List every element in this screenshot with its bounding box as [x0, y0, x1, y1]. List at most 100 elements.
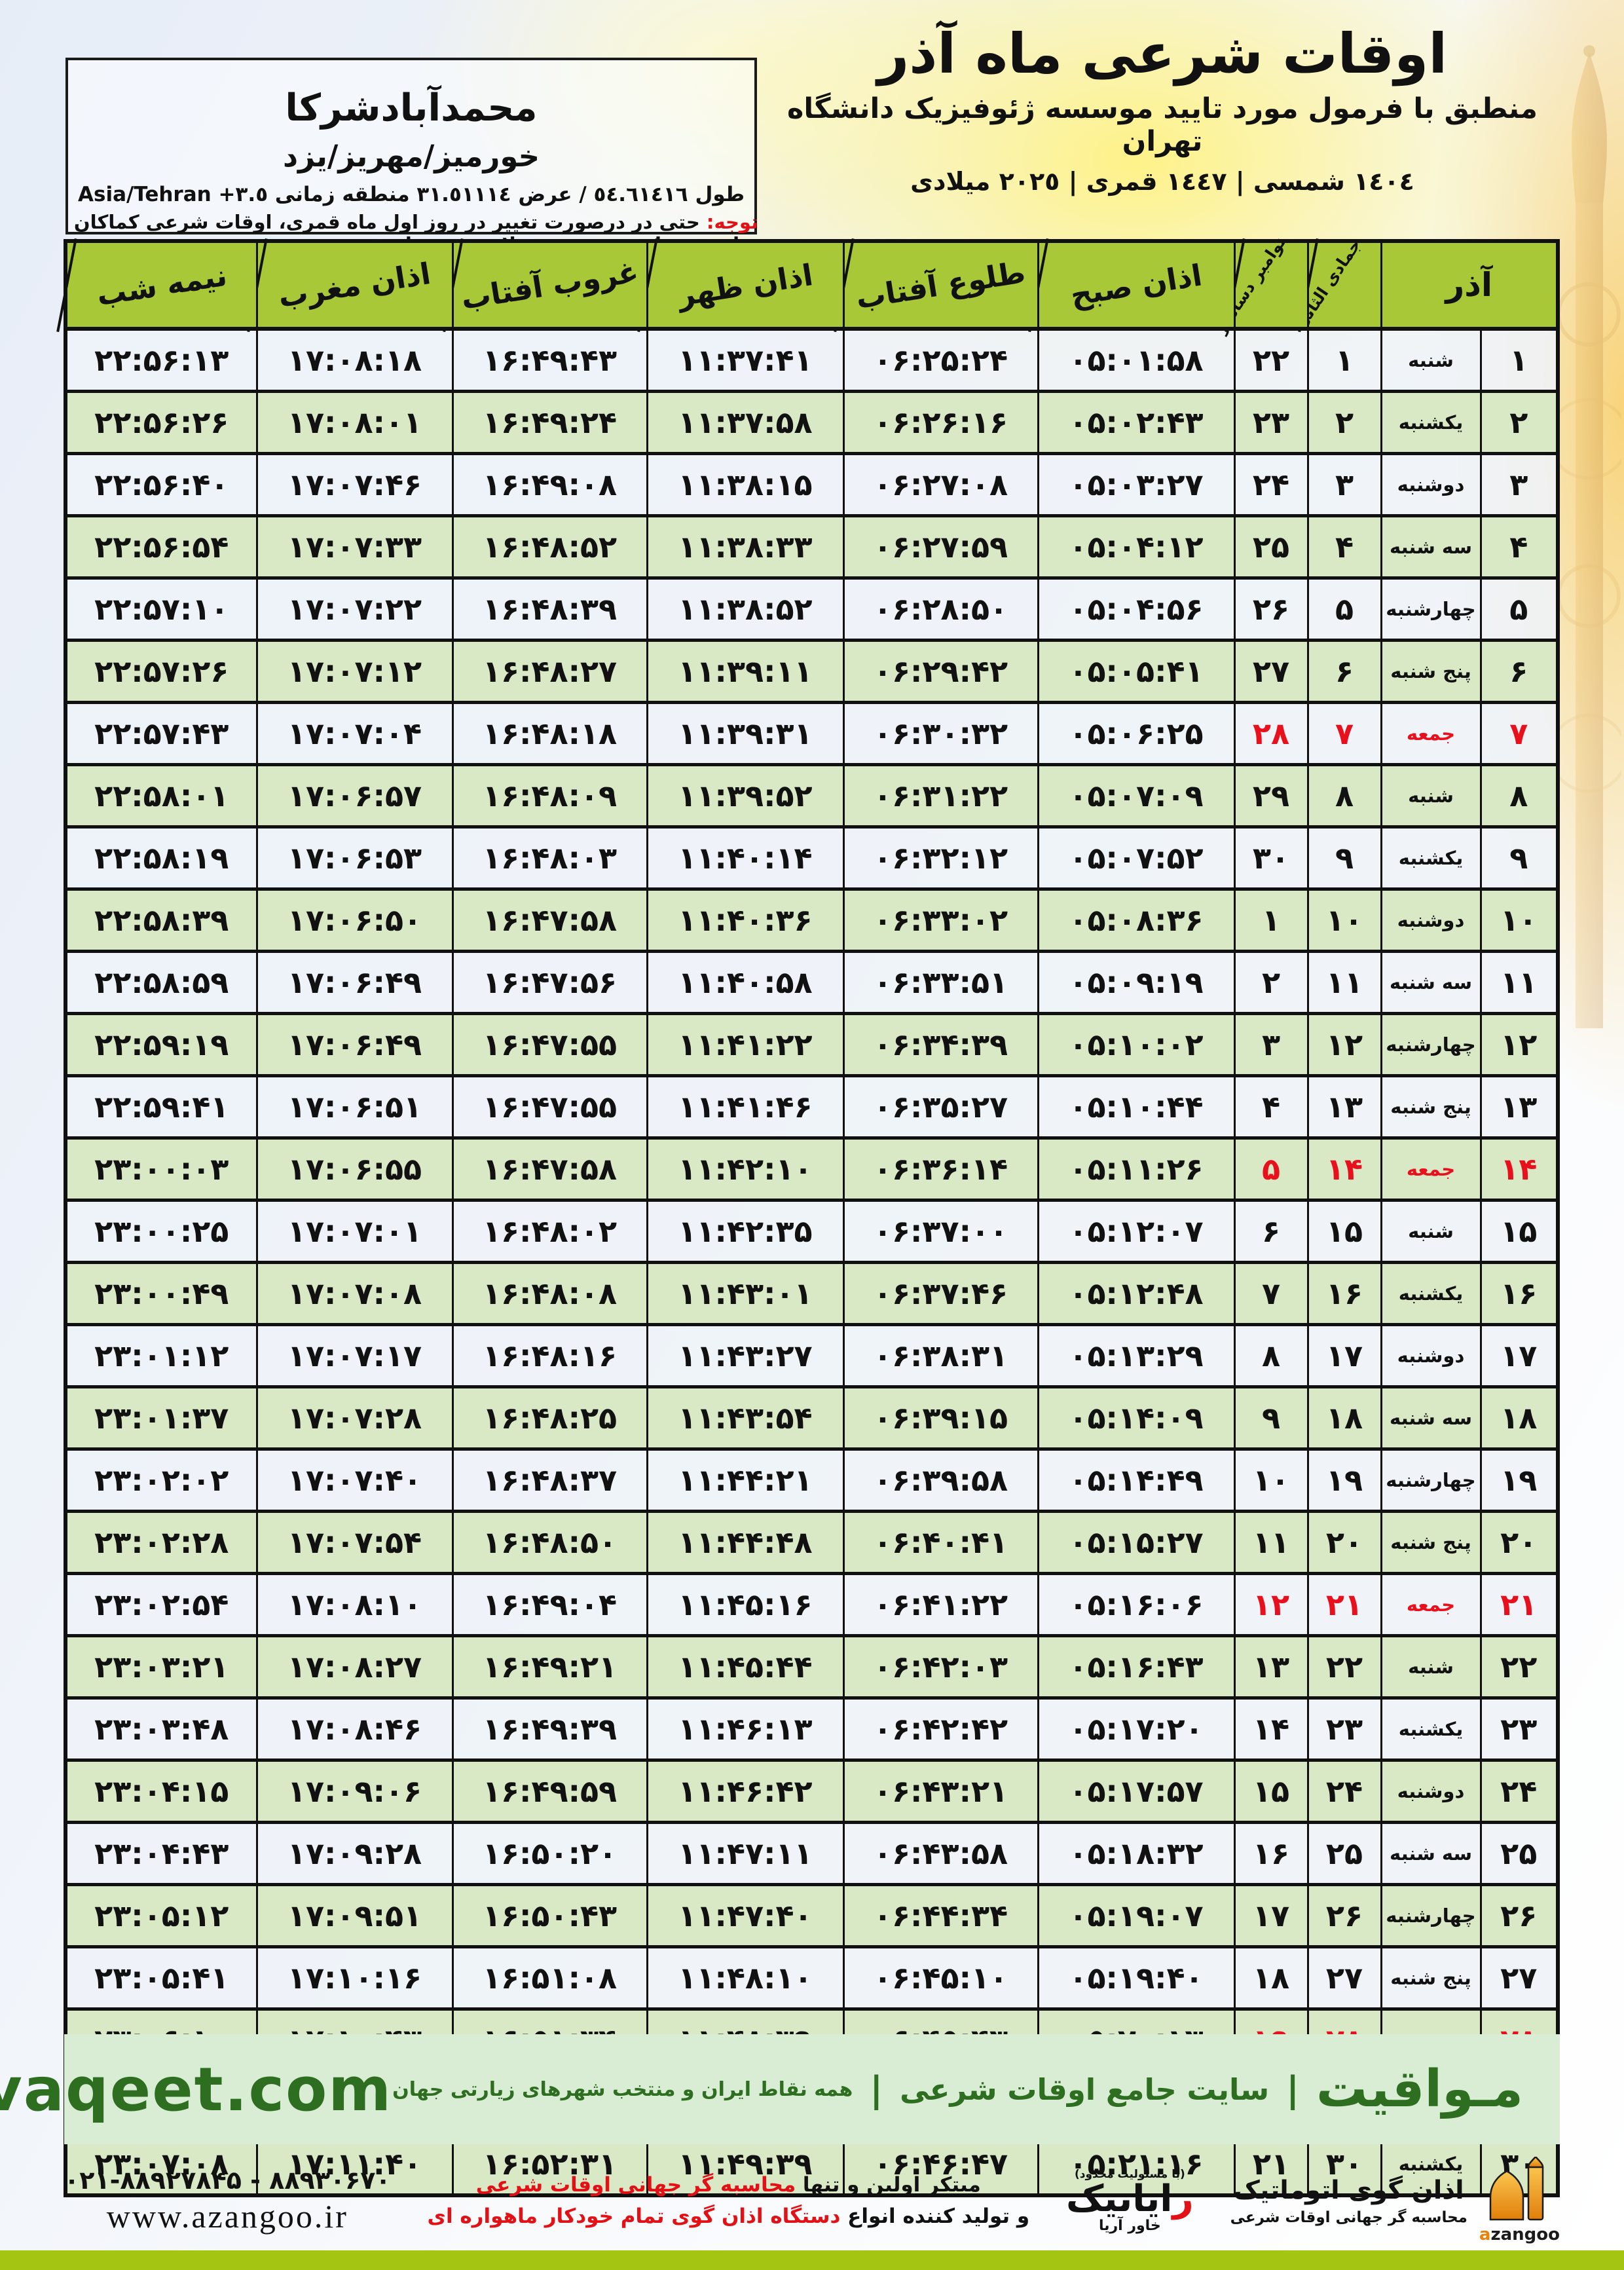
azangoo-dome-icon: [1490, 2157, 1544, 2221]
cell-sunset-time: ۱۶:۴۹:۵۹: [451, 1758, 648, 1824]
cell-sunrise-time: ۰۶:۴۵:۱۰: [842, 1944, 1039, 2011]
table-row: ۴ سه شنبه ۴ ۲۵ ۰۵:۰۴:۱۲ ۰۶:۲۷:۵۹ ۱۱:۳۸:۳…: [64, 513, 1559, 580]
cell-fajr-time: ۰۵:۱۱:۲۶: [1037, 1136, 1236, 1202]
cell-fajr-time: ۰۵:۰۹:۱۹: [1037, 949, 1236, 1015]
cell-hijri-day: ۱۵: [1306, 1198, 1382, 1264]
cell-azar-day: ۱: [1479, 327, 1559, 393]
cell-dhuhr-time: ۱۱:۳۸:۵۲: [646, 576, 845, 642]
cell-midnight-time: ۲۳:۰۰:۰۳: [64, 1136, 258, 1202]
cell-sunrise-time: ۰۶:۳۳:۰۲: [842, 887, 1039, 953]
cell-dhuhr-time: ۱۱:۴۰:۳۶: [646, 887, 845, 953]
cell-azar-day: ۵: [1479, 576, 1559, 642]
table-row: ۱۵ شنبه ۱۵ ۶ ۰۵:۱۲:۰۷ ۰۶:۳۷:۰۰ ۱۱:۴۲:۳۵ …: [64, 1198, 1559, 1264]
cell-weekday: سه شنبه: [1380, 513, 1482, 580]
cell-weekday: سه شنبه: [1380, 949, 1482, 1015]
location-box: محمدآبادشرکا خورمیز/مهریز/یزد طول ٥٤.٦١٤…: [65, 58, 757, 234]
cell-sunrise-time: ۰۶:۴۳:۲۱: [842, 1758, 1039, 1824]
cell-dhuhr-time: ۱۱:۴۳:۵۴: [646, 1385, 845, 1451]
cell-weekday: پنج شنبه: [1380, 1509, 1482, 1575]
cell-dhuhr-time: ۱۱:۳۹:۱۱: [646, 638, 845, 704]
cell-sunset-time: ۱۶:۴۷:۵۶: [451, 949, 648, 1015]
table-row: ۱۹ چهارشنبه ۱۹ ۱۰ ۰۵:۱۴:۴۹ ۰۶:۳۹:۵۸ ۱۱:۴…: [64, 1447, 1559, 1513]
azangoo-subtitle: محاسبه گر جهانی اوقات شرعی: [1230, 2208, 1467, 2226]
cell-midnight-time: ۲۳:۰۱:۳۷: [64, 1385, 258, 1451]
cell-azar-day: ۲۳: [1479, 1696, 1559, 1762]
cell-sunset-time: ۱۶:۴۷:۵۵: [451, 1011, 648, 1077]
cell-midnight-time: ۲۳:۰۵:۱۲: [64, 1882, 258, 1948]
cell-maghrib-time: ۱۷:۰۹:۵۱: [255, 1882, 454, 1948]
cell-fajr-time: ۰۵:۰۴:۵۶: [1037, 576, 1236, 642]
bottom-strip: azangoo اذان گوی اتوماتیک محاسبه گر جهان…: [64, 2152, 1560, 2249]
cell-azar-day: ۲۰: [1479, 1509, 1559, 1575]
col-header-hijri: جمادی الثانی: [1290, 236, 1382, 333]
cell-sunrise-time: ۰۶:۳۷:۰۰: [842, 1198, 1039, 1264]
contact-block: ۰۲۱-۸۸۹۲۷۸۴۵ - ۸۸۹۳۰۶۷۰ www.azangoo.ir: [64, 2166, 391, 2235]
cell-dhuhr-time: ۱۱:۳۹:۵۲: [646, 762, 845, 828]
table-row: ۲۵ سه شنبه ۲۵ ۱۶ ۰۵:۱۸:۳۲ ۰۶:۴۳:۵۸ ۱۱:۴۷…: [64, 1820, 1559, 1886]
cell-dhuhr-time: ۱۱:۳۷:۵۸: [646, 389, 845, 455]
table-row: ۱۴ جمعه ۱۴ ۵ ۰۵:۱۱:۲۶ ۰۶:۳۶:۱۴ ۱۱:۴۲:۱۰ …: [64, 1136, 1559, 1202]
cell-weekday: دوشنبه: [1380, 1322, 1482, 1388]
separator: |: [1286, 2068, 1299, 2110]
cell-maghrib-time: ۱۷:۰۷:۰۸: [255, 1260, 454, 1326]
cell-sunrise-time: ۰۶:۳۹:۱۵: [842, 1385, 1039, 1451]
cell-hijri-day: ۵: [1306, 576, 1382, 642]
cell-weekday: شنبه: [1380, 1198, 1482, 1264]
cell-midnight-time: ۲۲:۵۸:۰۱: [64, 762, 258, 828]
col-header-maghrib: اذان مغرب: [255, 241, 454, 331]
cell-gregorian-day: ۲۵: [1233, 513, 1309, 580]
cell-azar-day: ۱۴: [1479, 1136, 1559, 1202]
cell-dhuhr-time: ۱۱:۴۷:۱۱: [646, 1820, 845, 1886]
cell-hijri-day: ۲۶: [1306, 1882, 1382, 1948]
page-subtitle: منطبق با فرمول مورد تایید موسسه ژئوفیزیک…: [787, 92, 1538, 158]
cell-maghrib-time: ۱۷:۰۷:۲۸: [255, 1385, 454, 1451]
cell-midnight-time: ۲۲:۵۹:۱۹: [64, 1011, 258, 1077]
cell-sunrise-time: ۰۶:۳۴:۳۹: [842, 1011, 1039, 1077]
cell-sunrise-time: ۰۶:۳۶:۱۴: [842, 1136, 1039, 1202]
cell-gregorian-day: ۲: [1233, 949, 1309, 1015]
cell-azar-day: ۷: [1479, 700, 1559, 766]
cell-sunrise-time: ۰۶:۳۳:۵۱: [842, 949, 1039, 1015]
cell-weekday: دوشنبه: [1380, 451, 1482, 517]
prayer-table-body: ۱ شنبه ۱ ۲۲ ۰۵:۰۱:۵۸ ۰۶:۲۵:۲۴ ۱۱:۳۷:۴۱ ۱…: [64, 327, 1559, 2197]
table-row: ۲۱ جمعه ۲۱ ۱۲ ۰۵:۱۶:۰۶ ۰۶:۴۱:۲۲ ۱۱:۴۵:۱۶…: [64, 1571, 1559, 1637]
cell-fajr-time: ۰۵:۱۵:۲۷: [1037, 1509, 1236, 1575]
cell-maghrib-time: ۱۷:۰۸:۱۰: [255, 1571, 454, 1637]
cell-midnight-time: ۲۳:۰۰:۲۵: [64, 1198, 258, 1264]
cell-dhuhr-time: ۱۱:۴۰:۱۴: [646, 825, 845, 891]
page-title: اوقات شرعی ماه آذر: [877, 22, 1448, 86]
cell-hijri-day: ۹: [1306, 825, 1382, 891]
cell-weekday: جمعه: [1380, 700, 1482, 766]
cell-sunset-time: ۱۶:۴۸:۰۳: [451, 825, 648, 891]
table-row: ۵ چهارشنبه ۵ ۲۶ ۰۵:۰۴:۵۶ ۰۶:۲۸:۵۰ ۱۱:۳۸:…: [64, 576, 1559, 642]
cell-hijri-day: ۱: [1306, 327, 1382, 393]
col-header-month: آذر: [1380, 241, 1559, 331]
mavaqeet-desc-secondary: همه نقاط ایران و منتخب شهرهای زیارتی جها…: [392, 2077, 853, 2101]
title-block: اوقات شرعی ماه آذر منطبق با فرمول مورد ت…: [747, 22, 1578, 196]
cell-weekday: پنج شنبه: [1380, 638, 1482, 704]
cell-weekday: شنبه: [1380, 1633, 1482, 1700]
cell-fajr-time: ۰۵:۰۸:۳۶: [1037, 887, 1236, 953]
cell-hijri-day: ۲: [1306, 389, 1382, 455]
cell-dhuhr-time: ۱۱:۴۱:۴۶: [646, 1073, 845, 1140]
cell-midnight-time: ۲۳:۰۰:۴۹: [64, 1260, 258, 1326]
cell-sunrise-time: ۰۶:۳۰:۳۲: [842, 700, 1039, 766]
cell-maghrib-time: ۱۷:۰۶:۴۹: [255, 1011, 454, 1077]
cell-gregorian-day: ۲۸: [1233, 700, 1309, 766]
table-row: ۷ جمعه ۷ ۲۸ ۰۵:۰۶:۲۵ ۰۶:۳۰:۳۲ ۱۱:۳۹:۳۱ ۱…: [64, 700, 1559, 766]
cell-gregorian-day: ۱۴: [1233, 1696, 1309, 1762]
col-header-sunrise: طلوع آفتاب: [842, 241, 1039, 331]
cell-weekday: سه شنبه: [1380, 1385, 1482, 1451]
location-name: محمدآبادشرکا: [285, 86, 538, 130]
cell-weekday: پنج شنبه: [1380, 1073, 1482, 1140]
cell-hijri-day: ۲۴: [1306, 1758, 1382, 1824]
cell-fajr-time: ۰۵:۱۰:۴۴: [1037, 1073, 1236, 1140]
cell-dhuhr-time: ۱۱:۴۳:۲۷: [646, 1322, 845, 1388]
cell-hijri-day: ۱۴: [1306, 1136, 1382, 1202]
cell-midnight-time: ۲۲:۵۷:۱۰: [64, 576, 258, 642]
rayanik-name: رایانیک: [1066, 2177, 1194, 2220]
cell-gregorian-day: ۱۳: [1233, 1633, 1309, 1700]
cell-sunrise-time: ۰۶:۳۲:۱۲: [842, 825, 1039, 891]
cell-maghrib-time: ۱۷:۰۷:۵۴: [255, 1509, 454, 1575]
cell-hijri-day: ۱۱: [1306, 949, 1382, 1015]
